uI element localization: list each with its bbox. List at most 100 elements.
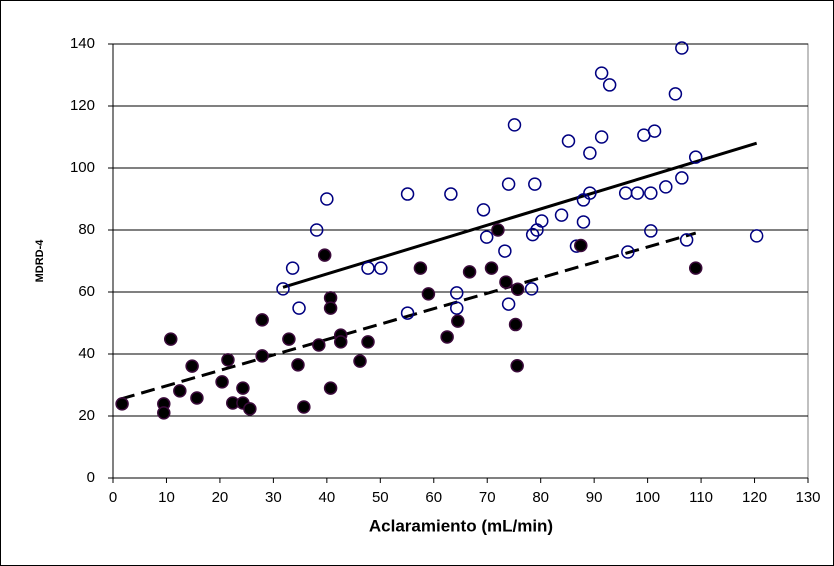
point (535, 214, 549, 228)
x-tick-label: 120 (742, 489, 767, 506)
point (507, 118, 522, 132)
point (675, 171, 689, 185)
point (421, 287, 436, 301)
point (630, 186, 645, 200)
point (255, 313, 269, 327)
x-axis-title: Aclaramiento (mL/min) (369, 516, 553, 535)
x-tick-label: 100 (635, 489, 660, 506)
plot-area (112, 43, 809, 479)
point (291, 358, 305, 372)
x-tick-label: 70 (479, 489, 496, 506)
point (400, 187, 415, 201)
point (484, 261, 499, 275)
point (501, 177, 516, 191)
x-tick-label: 80 (532, 489, 549, 506)
point (157, 406, 171, 420)
point (276, 282, 290, 296)
x-tick-label: 0 (109, 489, 117, 506)
point (510, 282, 525, 296)
x-tick-label: 110 (689, 489, 713, 506)
point (554, 208, 569, 222)
point (501, 297, 516, 311)
point (173, 384, 187, 398)
point (688, 150, 703, 164)
y-tick-label: 20 (78, 407, 95, 424)
point (576, 215, 591, 229)
y-tick-label: 60 (78, 283, 95, 300)
point (583, 186, 597, 200)
point (450, 286, 464, 300)
point (476, 203, 491, 217)
point (659, 180, 673, 194)
point (374, 261, 388, 275)
point (413, 261, 428, 275)
point (185, 359, 199, 373)
point (525, 227, 540, 242)
point (602, 78, 617, 92)
point (353, 354, 367, 368)
point (621, 245, 635, 259)
point (668, 87, 683, 101)
point (444, 187, 458, 201)
x-tick-label: 20 (212, 489, 229, 506)
point (285, 261, 300, 275)
point (400, 306, 415, 320)
point (215, 375, 229, 389)
point (583, 146, 597, 160)
point (679, 233, 694, 247)
point (508, 317, 523, 332)
point (297, 400, 311, 414)
point (479, 230, 494, 244)
point (323, 301, 338, 315)
point (749, 229, 764, 243)
point (309, 223, 324, 237)
point (450, 301, 464, 315)
point (528, 177, 542, 191)
point (561, 134, 576, 148)
x-tick-label: 10 (158, 489, 175, 506)
point (462, 265, 477, 279)
point (317, 248, 332, 262)
trend-line (282, 141, 758, 289)
point (221, 353, 235, 367)
x-tick-label: 130 (795, 489, 820, 506)
y-tick-label: 100 (70, 159, 95, 176)
point (282, 332, 296, 346)
y-tick-label: 0 (87, 469, 95, 486)
point (498, 244, 512, 258)
point (574, 238, 588, 253)
point (333, 335, 348, 349)
point (491, 223, 505, 237)
trend-line (120, 231, 697, 401)
point (524, 282, 539, 296)
y-tick-label: 120 (70, 97, 95, 114)
y-tick-label: 40 (78, 345, 95, 362)
x-tick-label: 40 (319, 489, 336, 506)
point (320, 192, 334, 206)
point (451, 314, 465, 328)
y-tick-label: 80 (78, 221, 95, 238)
point (190, 391, 204, 405)
point (644, 224, 658, 238)
point (594, 130, 609, 144)
x-tick-label: 30 (265, 489, 282, 506)
point (163, 332, 178, 346)
point (440, 330, 454, 344)
point (647, 124, 662, 138)
point (675, 41, 689, 55)
y-tick-label: 140 (70, 35, 95, 52)
point (243, 402, 257, 416)
point (255, 349, 269, 363)
point (688, 261, 703, 275)
point (312, 338, 326, 352)
point (510, 359, 524, 373)
point (499, 275, 513, 289)
point (236, 381, 250, 395)
y-axis-title: MDRD-4 (34, 239, 46, 283)
point (292, 301, 306, 315)
x-tick-label: 90 (586, 489, 603, 506)
point (115, 397, 129, 411)
point (594, 66, 609, 80)
x-tick-label: 60 (425, 489, 442, 506)
